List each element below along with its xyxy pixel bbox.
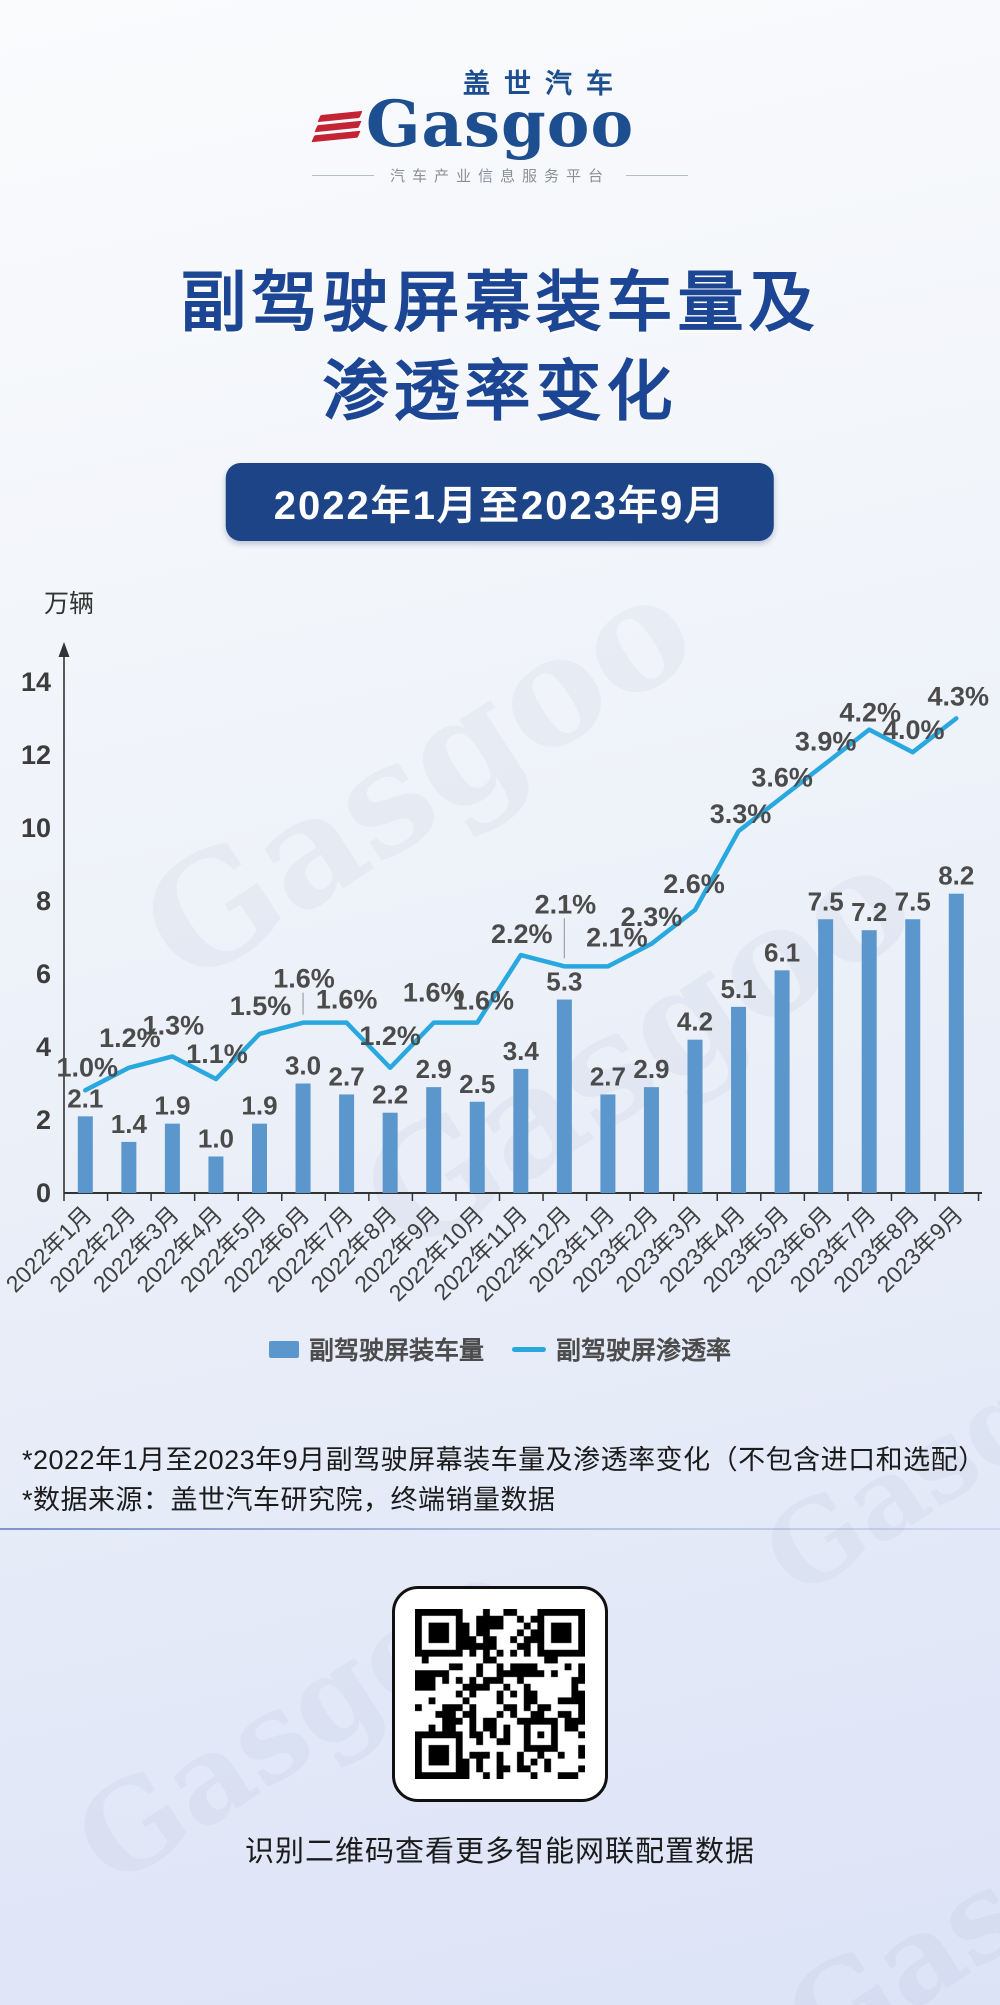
svg-text:2.7: 2.7 bbox=[329, 1061, 365, 1091]
bar-value-labels: 2.11.41.91.01.93.0 2.72.22.9 2.53.45.32.7 2… bbox=[67, 861, 974, 1154]
svg-text:5.3: 5.3 bbox=[546, 967, 582, 997]
svg-text:0: 0 bbox=[36, 1178, 51, 1208]
svg-text:8: 8 bbox=[36, 886, 51, 916]
svg-text:1.3%: 1.3% bbox=[143, 1010, 205, 1040]
svg-text:1.9: 1.9 bbox=[241, 1091, 277, 1121]
qr-code-pattern bbox=[415, 1609, 585, 1779]
qr-code bbox=[392, 1586, 608, 1802]
section-divider bbox=[0, 1528, 1000, 1530]
svg-text:4.0%: 4.0% bbox=[883, 715, 945, 745]
svg-text:2.1%: 2.1% bbox=[535, 889, 597, 919]
logo-stripes-icon bbox=[311, 110, 363, 147]
svg-text:1.1%: 1.1% bbox=[186, 1039, 248, 1069]
svg-text:6.1: 6.1 bbox=[764, 937, 800, 967]
svg-text:5.1: 5.1 bbox=[720, 974, 756, 1004]
svg-text:2.9: 2.9 bbox=[416, 1054, 452, 1084]
legend-bar-swatch bbox=[268, 1340, 299, 1358]
svg-text:3.0: 3.0 bbox=[285, 1051, 321, 1081]
footnote-1: *2022年1月至2023年9月副驾驶屏幕装车量及渗透率变化（不包含进口和选配） bbox=[22, 1445, 986, 1475]
svg-text:2.5: 2.5 bbox=[459, 1069, 495, 1099]
svg-text:2: 2 bbox=[36, 1105, 51, 1135]
x-axis-labels: 2022年1月2022年2月2022年3月2022年4月2022年5月2022年… bbox=[1, 1201, 968, 1306]
svg-text:4: 4 bbox=[36, 1032, 51, 1062]
svg-text:1.5%: 1.5% bbox=[230, 991, 292, 1021]
line-value-labels: 1.0%1.2%1.3%1.1%1.5%1.6%1.6%1.2%1.6%1.6%… bbox=[57, 681, 990, 1082]
logo-tagline: 汽车产业信息服务平台 bbox=[0, 165, 1000, 186]
penetration-line bbox=[83, 716, 959, 1093]
tagline-rule-right bbox=[626, 175, 688, 176]
tagline-rule-left bbox=[311, 175, 374, 176]
svg-text:2.3%: 2.3% bbox=[621, 902, 683, 932]
svg-text:3.9%: 3.9% bbox=[795, 726, 857, 756]
period-badge: 2022年1月至2023年9月 bbox=[225, 463, 775, 541]
svg-text:1.6%: 1.6% bbox=[403, 978, 465, 1008]
svg-text:万辆: 万辆 bbox=[44, 590, 94, 618]
qr-caption: 识别二维码查看更多智能网联配置数据 bbox=[244, 1836, 755, 1868]
title-line-2: 渗透率变化 bbox=[322, 354, 678, 428]
svg-text:14: 14 bbox=[21, 667, 51, 697]
svg-text:1.0%: 1.0% bbox=[57, 1052, 119, 1082]
logo-cn-text: 盖世汽车 bbox=[463, 69, 627, 99]
legend-line-label: 副驾驶屏渗透率 bbox=[556, 1337, 732, 1365]
svg-text:4.2: 4.2 bbox=[677, 1007, 713, 1037]
y-axis-labels: 0 2 4 6 8 10 12 14 万辆 bbox=[21, 590, 94, 1208]
chart-legend: 副驾驶屏装车量 副驾驶屏渗透率 bbox=[0, 1332, 1000, 1366]
title-line-1: 副驾驶屏幕装车量及 bbox=[180, 265, 820, 339]
svg-text:10: 10 bbox=[21, 813, 51, 843]
svg-text:1.9: 1.9 bbox=[154, 1091, 190, 1121]
bars bbox=[77, 893, 964, 1193]
label-leader-lines bbox=[302, 918, 565, 1015]
svg-text:2.2: 2.2 bbox=[372, 1080, 408, 1110]
svg-text:3.4: 3.4 bbox=[503, 1036, 540, 1066]
svg-text:1.6%: 1.6% bbox=[316, 985, 378, 1015]
svg-text:7.5: 7.5 bbox=[808, 886, 844, 916]
svg-text:2.7: 2.7 bbox=[590, 1061, 626, 1091]
svg-text:2.6%: 2.6% bbox=[663, 869, 725, 899]
svg-text:7.2: 7.2 bbox=[851, 897, 887, 927]
footnotes: *2022年1月至2023年9月副驾驶屏幕装车量及渗透率变化（不包含进口和选配）… bbox=[22, 1440, 986, 1520]
svg-text:1.6%: 1.6% bbox=[273, 964, 335, 994]
gasgoo-logo: 盖世汽车 Gasgoo 汽车产业信息服务平台 bbox=[0, 62, 1000, 186]
tagline-text: 汽车产业信息服务平台 bbox=[389, 168, 610, 185]
legend-bar-label: 副驾驶屏装车量 bbox=[308, 1337, 484, 1365]
svg-text:7.5: 7.5 bbox=[895, 886, 931, 916]
svg-text:1.2%: 1.2% bbox=[359, 1021, 421, 1051]
svg-text:2.1%: 2.1% bbox=[586, 922, 648, 952]
svg-text:6: 6 bbox=[36, 959, 51, 989]
legend-line-swatch bbox=[512, 1346, 546, 1352]
svg-text:2.2%: 2.2% bbox=[491, 919, 553, 949]
logo-en-text: Gasgoo bbox=[365, 87, 635, 162]
chart: 0 2 4 6 8 10 12 14 万辆 2.1 1.4 1.9 1.0 1.9 3.0 2.7 2.2 2.9… bbox=[0, 550, 1000, 1330]
footnote-2: *数据来源：盖世汽车研究院，终端销量数据 bbox=[22, 1485, 556, 1515]
page-title: 副驾驶屏幕装车量及 渗透率变化 bbox=[0, 258, 1000, 436]
svg-text:1.4: 1.4 bbox=[111, 1109, 148, 1139]
svg-text:8.2: 8.2 bbox=[938, 861, 974, 891]
svg-text:3.3%: 3.3% bbox=[710, 799, 772, 829]
svg-text:1.6%: 1.6% bbox=[452, 986, 514, 1016]
svg-text:3.6%: 3.6% bbox=[751, 762, 813, 792]
svg-text:4.3%: 4.3% bbox=[928, 681, 990, 711]
svg-text:1.2%: 1.2% bbox=[99, 1023, 161, 1053]
svg-text:1.0: 1.0 bbox=[198, 1124, 234, 1154]
svg-text:12: 12 bbox=[21, 740, 51, 770]
svg-text:2.9: 2.9 bbox=[633, 1054, 669, 1084]
svg-text:4.2%: 4.2% bbox=[839, 698, 901, 728]
